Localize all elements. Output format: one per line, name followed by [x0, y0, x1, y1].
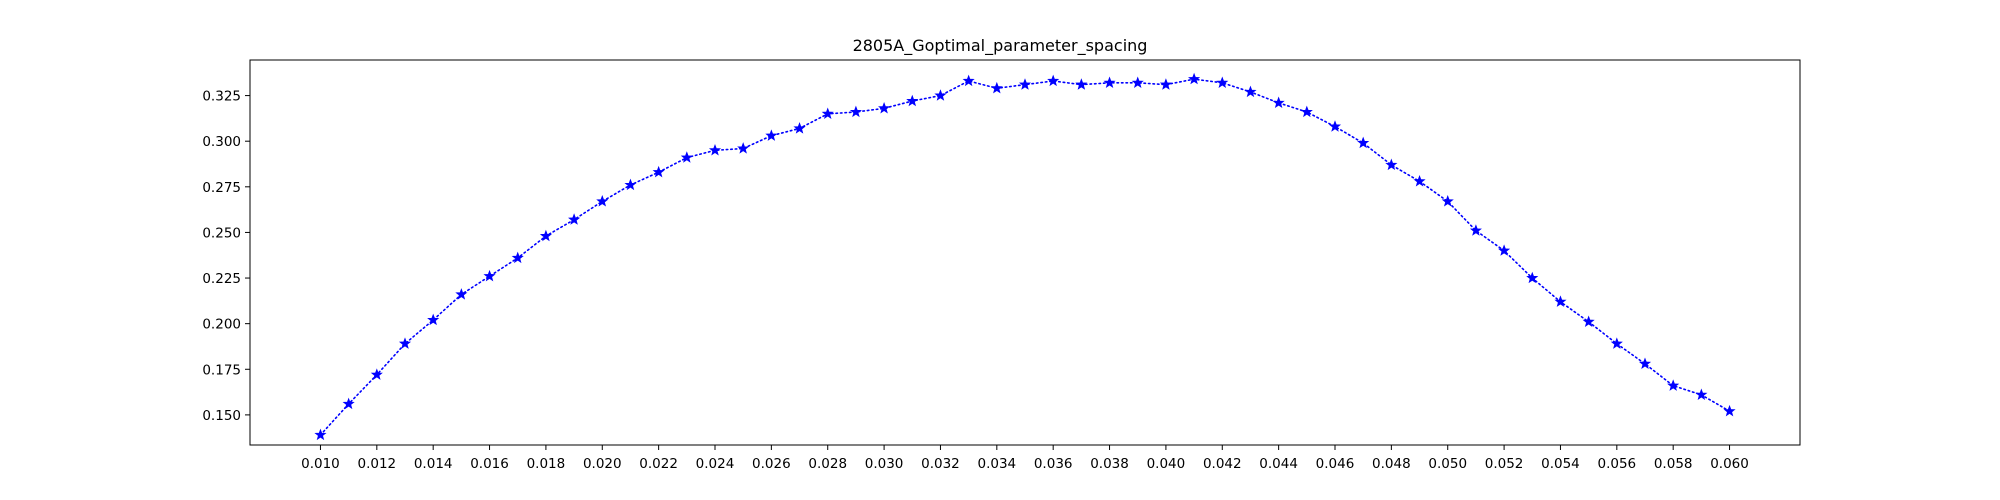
data-point-star: [1075, 78, 1088, 90]
data-point-star: [1385, 158, 1398, 171]
data-point-star: [1413, 174, 1426, 187]
data-point-star: [1526, 271, 1539, 284]
data-point-star: [1159, 78, 1172, 90]
x-tick-label: 0.014: [414, 456, 453, 472]
data-point-star: [934, 89, 947, 101]
data-point-star: [427, 313, 440, 326]
data-point-star: [1018, 78, 1032, 90]
data-point-star: [1300, 105, 1313, 118]
x-tick-label: 0.048: [1372, 456, 1411, 472]
data-point-star: [1610, 337, 1623, 349]
y-tick-label: 0.275: [202, 180, 241, 196]
x-tick-label: 0.046: [1316, 456, 1355, 472]
data-point-star: [1188, 72, 1201, 85]
x-tick-label: 0.058: [1654, 456, 1693, 472]
data-point-star: [370, 368, 383, 380]
data-point-star: [1216, 76, 1229, 88]
data-point-star: [1638, 357, 1652, 369]
data-point-star: [1695, 388, 1708, 400]
x-tick-label: 0.042: [1203, 456, 1242, 472]
x-tick-label: 0.038: [1090, 456, 1129, 472]
y-tick-label: 0.225: [202, 271, 241, 287]
data-point-star: [1272, 96, 1285, 109]
x-tick-label: 0.034: [977, 456, 1016, 472]
data-point-star: [737, 142, 750, 154]
y-tick-label: 0.200: [202, 317, 241, 333]
x-tick-label: 0.030: [865, 456, 904, 472]
data-point-star: [314, 428, 327, 441]
data-point-star: [1244, 85, 1257, 98]
data-point-star: [1554, 295, 1567, 307]
y-tick-label: 0.175: [202, 362, 241, 378]
chart-title: 2805A_Goptimal_parameter_spacing: [853, 36, 1148, 56]
data-point-star: [539, 229, 552, 242]
data-point-star: [342, 397, 355, 410]
data-point-star: [821, 107, 834, 119]
data-point-star: [1103, 76, 1116, 88]
y-tick-label: 0.300: [202, 134, 241, 150]
x-tick-label: 0.012: [357, 456, 396, 472]
data-point-star: [708, 143, 722, 156]
data-point-star: [1469, 224, 1482, 236]
data-point-star: [1582, 315, 1595, 327]
x-tick-label: 0.052: [1485, 456, 1524, 472]
x-tick-label: 0.016: [470, 456, 509, 472]
data-point-star: [1047, 74, 1060, 87]
data-point-star: [878, 101, 891, 114]
data-point-star: [398, 337, 412, 349]
data-point-star: [962, 74, 975, 87]
y-tick-label: 0.150: [202, 408, 241, 424]
data-point-star: [596, 195, 609, 207]
data-point-star: [1357, 136, 1370, 149]
data-point-star: [568, 213, 581, 225]
data-point-star: [455, 288, 468, 300]
data-point-star: [1441, 195, 1454, 207]
x-tick-label: 0.018: [527, 456, 566, 472]
x-tick-label: 0.056: [1597, 456, 1636, 472]
x-tick-label: 0.036: [1034, 456, 1073, 472]
y-tick-label: 0.250: [202, 225, 241, 241]
data-point-star: [990, 81, 1003, 94]
x-tick-label: 0.050: [1428, 456, 1467, 472]
x-tick-label: 0.054: [1541, 456, 1580, 472]
data-point-star: [1131, 76, 1144, 88]
x-tick-label: 0.060: [1710, 456, 1749, 472]
data-point-star: [1667, 379, 1680, 391]
x-tick-label: 0.022: [639, 456, 678, 472]
data-point-star: [765, 129, 778, 141]
data-point-star: [849, 105, 862, 118]
x-tick-label: 0.020: [583, 456, 622, 472]
data-point-star: [1498, 244, 1511, 256]
data-point-star: [680, 151, 693, 163]
x-tick-label: 0.024: [696, 456, 735, 472]
y-tick-label: 0.325: [202, 89, 241, 105]
plot-area: 0.010 0.012 0.014 0.016 0.018 0.020 0.022 0.024…: [202, 59, 1801, 472]
data-point-star: [624, 178, 637, 191]
x-tick-label: 0.028: [808, 456, 847, 472]
data-point-star: [511, 251, 524, 264]
x-tick-label: 0.032: [921, 456, 960, 472]
data-point-star: [793, 122, 806, 134]
data-point-star: [1328, 120, 1342, 132]
x-tick-label: 0.040: [1147, 456, 1186, 472]
x-tick-label: 0.026: [752, 456, 791, 472]
data-point-star: [906, 94, 919, 107]
axes-frame: [249, 59, 1801, 446]
data-point-star: [1723, 404, 1736, 417]
x-tick-label: 0.010: [301, 456, 340, 472]
x-tick-label: 0.044: [1259, 456, 1298, 472]
data-point-star: [483, 269, 496, 282]
data-point-star: [652, 165, 665, 178]
